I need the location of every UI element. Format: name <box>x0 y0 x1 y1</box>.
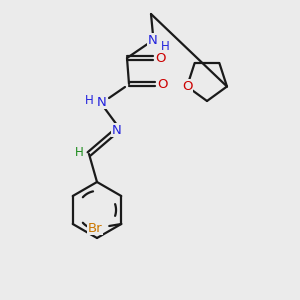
Text: O: O <box>158 77 168 91</box>
Text: Br: Br <box>88 221 103 235</box>
Text: N: N <box>148 34 158 46</box>
Text: H: H <box>85 94 93 107</box>
Text: O: O <box>156 52 166 64</box>
Text: N: N <box>97 95 107 109</box>
Text: O: O <box>182 80 192 93</box>
Text: N: N <box>112 124 122 136</box>
Text: H: H <box>75 146 83 160</box>
Text: H: H <box>160 40 169 53</box>
